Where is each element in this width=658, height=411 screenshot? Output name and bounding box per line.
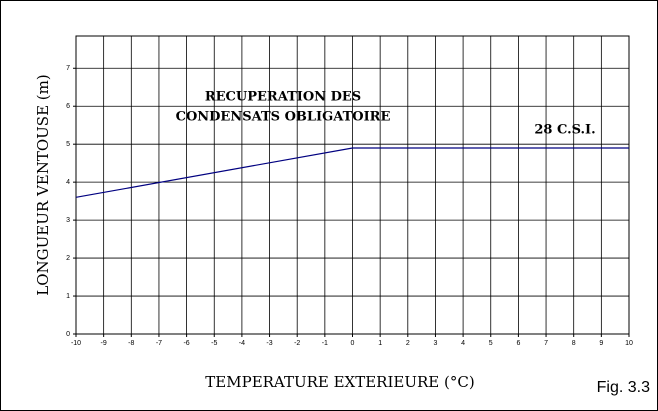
- x-tick-label: -6: [183, 340, 189, 347]
- data-line: [75, 147, 629, 198]
- x-tick-label: 2: [406, 340, 410, 347]
- x-tick-label: -4: [239, 340, 245, 347]
- y-tick-label: 4: [66, 179, 70, 186]
- x-tick-label: 6: [516, 340, 520, 347]
- annotation: RECUPERATION DES: [205, 90, 361, 105]
- x-tick-label: -3: [266, 340, 272, 347]
- y-tick-label: 7: [66, 65, 70, 72]
- x-tick-label: 7: [544, 340, 548, 347]
- x-tick-label: 8: [572, 340, 576, 347]
- x-tick-label: 1: [378, 340, 382, 347]
- x-tick-label: -1: [322, 340, 328, 347]
- y-axis-label: LONGUEUR VENTOUSE (m): [34, 74, 52, 295]
- y-tick-label: 6: [66, 103, 70, 110]
- x-axis-label: TEMPERATURE EXTERIEURE (°C): [205, 373, 474, 391]
- y-tick-label: 1: [66, 293, 70, 300]
- x-tick-label: 9: [599, 340, 603, 347]
- y-tick-label: 0: [66, 331, 70, 338]
- x-tick-label: 0: [351, 340, 355, 347]
- x-tick-label: -9: [101, 340, 107, 347]
- x-tick-label: -10: [71, 340, 81, 347]
- y-tick-label: 2: [66, 255, 70, 262]
- x-tick-label: 4: [461, 340, 465, 347]
- annotation: CONDENSATS OBLIGATOIRE: [176, 110, 391, 125]
- x-tick-label: -5: [211, 340, 217, 347]
- x-tick-label: -8: [128, 340, 134, 347]
- x-tick-label: -7: [156, 340, 162, 347]
- x-tick-label: 5: [489, 340, 493, 347]
- annotation: 28 C.S.I.: [534, 123, 595, 138]
- figure-label: Fig. 3.3: [597, 379, 650, 396]
- x-tick-label: 10: [625, 340, 633, 347]
- x-tick-label: -2: [294, 340, 300, 347]
- x-tick-label: 3: [433, 340, 437, 347]
- y-tick-label: 5: [66, 141, 70, 148]
- y-tick-label: 3: [66, 217, 70, 224]
